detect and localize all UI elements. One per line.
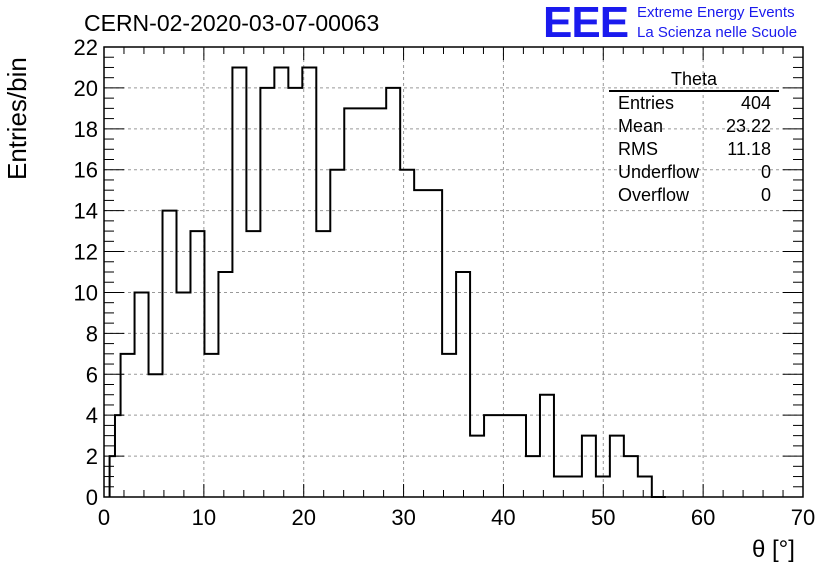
stats-label: Mean: [618, 116, 664, 136]
histogram-bin: [414, 190, 428, 497]
x-tick-label: 40: [491, 505, 515, 530]
histogram-bin: [204, 354, 218, 497]
y-tick-label: 10: [74, 280, 98, 305]
axis-ticks: [103, 46, 804, 498]
histogram-bin: [582, 436, 596, 497]
histogram-bin: [554, 477, 568, 497]
stats-value: 404: [740, 93, 771, 113]
histogram-outline: [108, 66, 666, 498]
x-tick-label: 50: [591, 505, 615, 530]
grid-lines: [104, 47, 803, 497]
histogram-bin: [358, 108, 372, 497]
stats-title: Theta: [609, 68, 779, 92]
stats-value: 0: [760, 162, 771, 182]
y-tick-label: 18: [74, 117, 98, 142]
y-tick-label: 12: [74, 240, 98, 265]
stats-row-rms: RMS 11.18: [609, 138, 779, 161]
histogram-bin: [638, 477, 652, 497]
logo-subtitle-1: Extreme Energy Events: [637, 4, 795, 21]
histogram-bin: [121, 354, 135, 497]
stats-value: 11.18: [727, 139, 771, 159]
histogram-bin: [442, 354, 456, 497]
y-tick-label: 22: [74, 35, 98, 60]
x-axis-label: θ [°]: [752, 536, 795, 563]
histogram-bin: [232, 67, 246, 497]
histogram-bin: [163, 211, 177, 497]
y-tick-label: 0: [86, 485, 98, 510]
x-tick-label: 30: [391, 505, 415, 530]
x-tick-label: 60: [691, 505, 715, 530]
histogram-bin: [246, 231, 260, 497]
x-tick-label: 70: [791, 505, 815, 530]
histogram-bin: [610, 436, 624, 497]
histogram-bin: [372, 108, 386, 497]
stats-label: RMS: [618, 139, 658, 159]
x-tick-label: 10: [192, 505, 216, 530]
histogram-bin: [624, 456, 638, 497]
y-tick-label: 8: [86, 321, 98, 346]
histogram-bin: [316, 231, 330, 497]
stats-label: Overflow: [618, 185, 690, 205]
y-tick-label: 6: [86, 362, 98, 387]
histogram-bin: [344, 108, 358, 497]
stats-row-overflow: Overflow 0: [609, 184, 779, 207]
chart-title: CERN-02-2020-03-07-00063: [84, 10, 380, 36]
stats-row-mean: Mean 23.22: [609, 115, 779, 138]
stats-label: Underflow: [618, 162, 700, 182]
stats-label: Entries: [618, 93, 675, 113]
histogram-bin: [176, 292, 190, 497]
y-tick-label: 14: [74, 199, 98, 224]
stats-box: Theta Entries 404 Mean 23.22 RMS 11.18 U…: [609, 68, 779, 207]
y-tick-label: 2: [86, 444, 98, 469]
histogram-bin: [526, 456, 540, 497]
y-tick-label: 20: [74, 76, 98, 101]
x-tick-label: 0: [98, 505, 110, 530]
histogram-bin: [149, 374, 163, 497]
stats-value: 23.22: [725, 116, 771, 136]
histogram-bin: [540, 395, 554, 497]
y-tick-label: 4: [86, 403, 98, 428]
y-axis-label: Entries/bin: [2, 57, 32, 180]
histogram-bin: [190, 231, 204, 497]
histogram-bin: [568, 477, 582, 497]
y-tick-label: 16: [74, 158, 98, 183]
stats-value: 0: [760, 185, 771, 205]
logo-subtitle-2: La Scienza nelle Scuole: [637, 24, 798, 41]
histogram-bin: [218, 272, 232, 497]
histogram-bin: [456, 272, 470, 497]
histogram-bin: [302, 67, 316, 497]
histogram-bin: [135, 292, 149, 497]
stats-row-entries: Entries 404: [609, 92, 779, 115]
eee-logo: EEE: [543, 0, 629, 47]
histogram-bin: [428, 190, 442, 497]
x-tick-label: 20: [291, 505, 315, 530]
histogram-bin: [274, 67, 288, 497]
tick-labels: 0 10 20 30 40 50 60 70 0 2 4 6 8 10 12 14 16 18 20 22: [74, 35, 816, 530]
histogram-bin: [470, 436, 484, 497]
stats-row-underflow: Underflow 0: [609, 161, 779, 184]
